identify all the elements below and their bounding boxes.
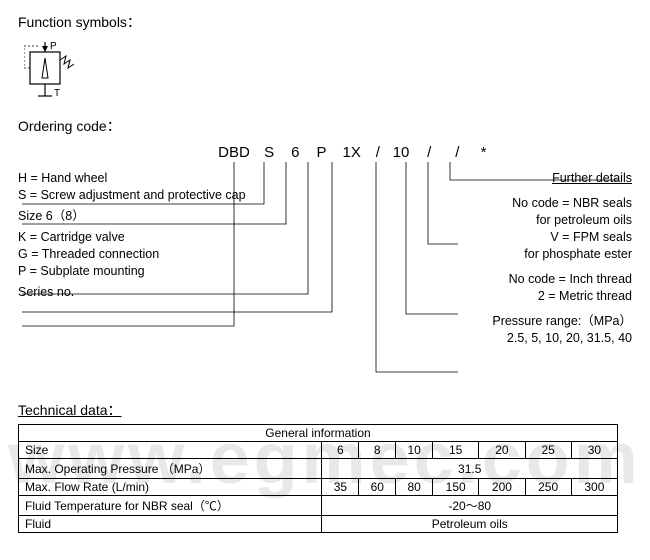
- def-v: V = FPM seals: [492, 229, 632, 246]
- temp-value: -20～80: [322, 496, 618, 516]
- fluid-value: Petroleum oils: [322, 516, 618, 533]
- def-k: K = Cartridge valve: [18, 229, 246, 246]
- flow-val: 35: [322, 479, 359, 496]
- flow-label: Max. Flow Rate (L/min): [19, 479, 322, 496]
- def-nbr2: for petroleum oils: [492, 212, 632, 229]
- fluid-label: Fluid: [19, 516, 322, 533]
- size-val: 6: [322, 442, 359, 459]
- technical-data-table: General information Size 6 8 10 15 20 25…: [18, 424, 618, 533]
- def-inch: No code = Inch thread: [492, 271, 632, 288]
- code-slash3: /: [445, 144, 469, 161]
- further-details-label: Further details: [492, 170, 632, 187]
- size-val: 8: [359, 442, 396, 459]
- pressure-range-values: 2.5, 5, 10, 20, 31.5, 40: [492, 330, 632, 347]
- temp-label: Fluid Temperature for NBR seal（℃）: [19, 496, 322, 516]
- technical-data-title: Technical data：: [18, 400, 632, 420]
- flow-val: 300: [571, 479, 617, 496]
- size-val: 10: [396, 442, 433, 459]
- code-s: S: [258, 144, 280, 161]
- def-v2: for phosphate ester: [492, 246, 632, 263]
- code-p: P: [311, 144, 333, 161]
- size-val: 25: [525, 442, 571, 459]
- size-label: Size: [19, 442, 322, 459]
- right-definitions: Further details No code = NBR seals for …: [492, 170, 632, 347]
- general-info-header: General information: [19, 425, 618, 442]
- t-port-label: T: [54, 88, 60, 98]
- pressure-range-label: Pressure range:（MPa）: [492, 313, 632, 330]
- def-metric: 2 = Metric thread: [492, 288, 632, 305]
- hydraulic-symbol-diagram: P T: [24, 42, 80, 98]
- code-10: 10: [389, 144, 413, 161]
- function-symbols-title: Function symbols：: [18, 12, 632, 32]
- table-row: General information: [19, 425, 618, 442]
- size-val: 30: [571, 442, 617, 459]
- ordering-code-string: DBD S 6 P 1X / 10 / / *: [214, 144, 494, 161]
- def-s: S = Screw adjustment and protective cap: [18, 187, 246, 204]
- flow-val: 250: [525, 479, 571, 496]
- flow-val: 200: [479, 479, 525, 496]
- code-slash1: /: [371, 144, 385, 161]
- size-val: 15: [433, 442, 479, 459]
- def-series: Series no.: [18, 284, 246, 301]
- table-row: Size 6 8 10 15 20 25 30: [19, 442, 618, 459]
- table-row: Max. Flow Rate (L/min) 35 60 80 150 200 …: [19, 479, 618, 496]
- left-definitions: H = Hand wheel S = Screw adjustment and …: [18, 170, 246, 301]
- table-row: Fluid Temperature for NBR seal（℃） -20～80: [19, 496, 618, 516]
- def-nbr: No code = NBR seals: [492, 195, 632, 212]
- code-6: 6: [284, 144, 306, 161]
- ordering-code-title: Ordering code：: [18, 116, 632, 136]
- def-p: P = Subplate mounting: [18, 263, 246, 280]
- flow-val: 60: [359, 479, 396, 496]
- code-1x: 1X: [337, 144, 367, 161]
- table-row: Max. Operating Pressure （MPa） 31.5: [19, 459, 618, 479]
- size-val: 20: [479, 442, 525, 459]
- flow-val: 80: [396, 479, 433, 496]
- def-h: H = Hand wheel: [18, 170, 246, 187]
- ordering-code-diagram: DBD S 6 P 1X / 10 / / * H = Hand wheel S…: [18, 144, 632, 394]
- code-slash2: /: [417, 144, 441, 161]
- flow-val: 150: [433, 479, 479, 496]
- mop-value: 31.5: [322, 459, 618, 479]
- code-dbd: DBD: [214, 144, 254, 161]
- code-star: *: [474, 144, 494, 161]
- table-row: Fluid Petroleum oils: [19, 516, 618, 533]
- def-g: G = Threaded connection: [18, 246, 246, 263]
- mop-label: Max. Operating Pressure （MPa）: [19, 459, 322, 479]
- def-size: Size 6（8）: [18, 208, 246, 225]
- p-port-label: P: [50, 42, 57, 52]
